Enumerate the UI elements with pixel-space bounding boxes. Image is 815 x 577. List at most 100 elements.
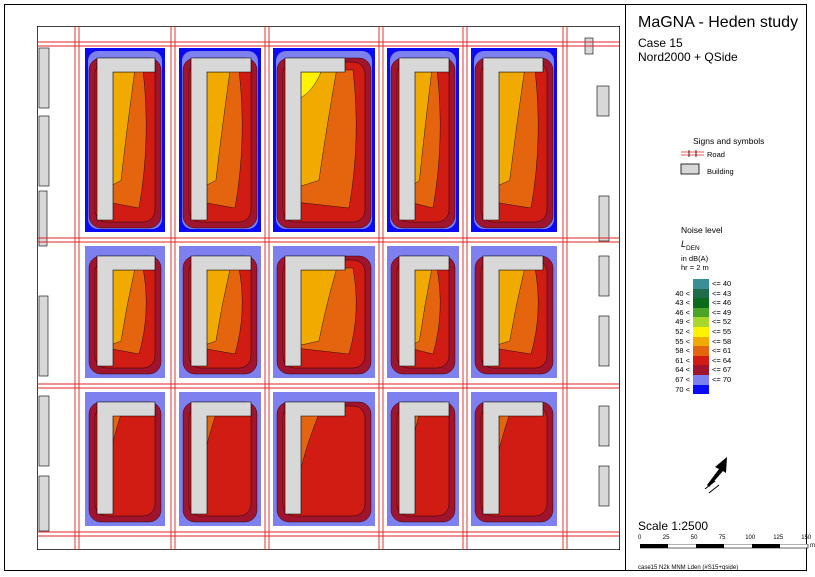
side-building	[38, 475, 50, 532]
noise-block	[471, 246, 557, 378]
legend-upper-bound: <= 43	[712, 288, 732, 298]
legend-upper-bound: <= 55	[712, 327, 732, 336]
noise-block	[179, 48, 261, 232]
side-building	[598, 315, 610, 367]
building	[284, 57, 346, 221]
noise-block	[179, 392, 261, 526]
legend-upper-bound: <= 64	[712, 355, 732, 365]
legend-upper-bound: <= 58	[712, 336, 732, 346]
legend-lower-bound: 61 <	[675, 355, 690, 365]
scale-tick-label: 75	[718, 535, 726, 541]
side-building	[598, 405, 610, 447]
building	[482, 57, 544, 221]
legend-unit: in dB(A)	[681, 254, 709, 263]
legend-upper-bound: <= 46	[712, 298, 732, 308]
side-building	[38, 115, 50, 187]
legend-upper-bound: <= 61	[712, 346, 732, 356]
building	[398, 57, 450, 221]
building	[398, 255, 450, 367]
noise-block	[387, 392, 459, 526]
side-building	[596, 85, 610, 117]
building	[190, 255, 252, 367]
noise-block	[387, 48, 459, 232]
legend-lower-bound: 52 <	[675, 327, 690, 336]
noise-block	[471, 48, 557, 232]
side-building	[598, 255, 610, 297]
legend-swatch	[693, 288, 709, 299]
scale-tick-label: 50	[690, 535, 698, 541]
legend-swatch	[693, 327, 709, 337]
legend-swatch	[693, 279, 709, 289]
legend-swatch	[693, 365, 709, 375]
building	[96, 255, 156, 367]
noise-block	[471, 392, 557, 526]
legend-lower-bound: 64 <	[675, 365, 690, 375]
legend-heading: Noise level	[681, 225, 723, 235]
side-building	[38, 295, 49, 377]
noise-block	[179, 246, 261, 378]
side-building	[38, 190, 48, 247]
building	[482, 401, 544, 515]
legend-upper-bound: <= 70	[712, 375, 732, 384]
building	[284, 401, 346, 515]
side-building	[38, 395, 50, 467]
legend-lower-bound: 58 <	[675, 346, 690, 356]
legend-swatch	[693, 346, 709, 356]
noise-block	[85, 48, 165, 232]
building	[482, 255, 544, 367]
scale-bar-graphic	[640, 544, 809, 549]
map-footer: case15 N2k MNM Lden (#S15+qside)	[638, 565, 739, 571]
legend-lower-bound: 55 <	[675, 336, 690, 346]
building	[190, 401, 252, 515]
building-label: Building	[707, 167, 734, 176]
side-building	[598, 195, 610, 242]
building	[398, 401, 450, 515]
noise-block	[273, 392, 375, 526]
legend-swatch	[693, 317, 709, 327]
side-building	[598, 465, 610, 507]
noise-map	[37, 26, 620, 550]
legend-swatch	[693, 307, 709, 318]
scale-tick-label: 150	[801, 535, 812, 541]
scale-tick-label: 0	[638, 535, 642, 541]
legend-upper-bound: <= 49	[712, 307, 732, 317]
legend-lower-bound: 70 <	[675, 384, 690, 394]
method-label: Nord2000 + QSide	[638, 50, 738, 64]
legend-upper-bound: <= 67	[712, 365, 732, 375]
noise-block	[273, 246, 375, 378]
scale-tick-label: 125	[773, 535, 784, 541]
scale-tick-label: 100	[745, 535, 756, 541]
legend-swatch	[693, 298, 709, 308]
panel-divider	[625, 4, 626, 571]
legend-swatch	[693, 375, 709, 385]
side-building	[38, 47, 50, 109]
building-symbol-icon	[680, 163, 700, 175]
noise-block	[387, 246, 459, 378]
scale-unit: m	[810, 543, 815, 549]
legend-lower-bound: 49 <	[675, 317, 690, 327]
building	[284, 255, 346, 367]
noise-block	[273, 48, 375, 232]
scale-tick-label: 25	[662, 535, 670, 541]
road-network	[37, 26, 620, 550]
road-label: Road	[707, 150, 725, 159]
legend-lower-bound: 67 <	[675, 375, 690, 384]
legend-lower-bound: 40 <	[675, 288, 690, 298]
scale-label: Scale 1:2500	[638, 519, 709, 533]
legend-upper-bound: <= 52	[712, 317, 732, 327]
building	[96, 57, 156, 221]
map-title: MaGNA - Heden study	[638, 14, 799, 31]
legend-height: hr = 2 m	[681, 263, 709, 272]
legend-swatch	[693, 384, 709, 395]
noise-block	[85, 246, 165, 378]
legend-lower-bound: 46 <	[675, 307, 690, 317]
signs-heading: Signs and symbols	[693, 136, 765, 146]
legend-swatch	[693, 355, 709, 366]
legend-lower-bound: 43 <	[675, 298, 690, 308]
north-arrow-icon	[704, 457, 727, 494]
legend-swatch	[693, 336, 709, 347]
map-frame	[4, 4, 807, 571]
legend-quantity: LDEN	[681, 239, 700, 252]
noise-block	[85, 392, 165, 526]
road-symbol-icon	[680, 150, 704, 175]
